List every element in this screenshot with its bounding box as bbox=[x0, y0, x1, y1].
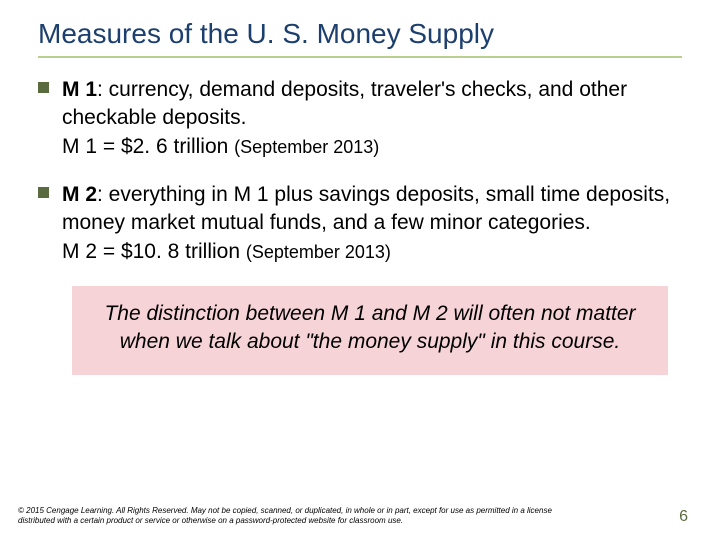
bullet-eq: M 2 = $10. 8 trillion bbox=[62, 240, 246, 263]
square-bullet-icon bbox=[38, 82, 49, 93]
bullet-desc: : currency, demand deposits, traveler's … bbox=[62, 78, 627, 129]
bullet-label: M 1 bbox=[62, 78, 97, 101]
bullet-desc: : everything in M 1 plus savings deposit… bbox=[62, 183, 670, 234]
bullet-label: M 2 bbox=[62, 183, 97, 206]
bullet-date: (September 2013) bbox=[246, 242, 391, 262]
callout-box: The distinction between M 1 and M 2 will… bbox=[72, 286, 668, 375]
copyright-text: © 2015 Cengage Learning. All Rights Rese… bbox=[18, 506, 578, 526]
bullet-m2: M 2: everything in M 1 plus savings depo… bbox=[62, 181, 682, 266]
content-area: M 1: currency, demand deposits, traveler… bbox=[0, 76, 720, 266]
square-bullet-icon bbox=[38, 187, 49, 198]
page-number: 6 bbox=[679, 508, 702, 526]
bullet-eq: M 1 = $2. 6 trillion bbox=[62, 135, 234, 158]
footer: © 2015 Cengage Learning. All Rights Rese… bbox=[18, 506, 702, 526]
bullet-date: (September 2013) bbox=[234, 137, 379, 157]
title-underline bbox=[38, 56, 682, 58]
bullet-m1: M 1: currency, demand deposits, traveler… bbox=[62, 76, 682, 161]
slide-title: Measures of the U. S. Money Supply bbox=[0, 0, 720, 56]
